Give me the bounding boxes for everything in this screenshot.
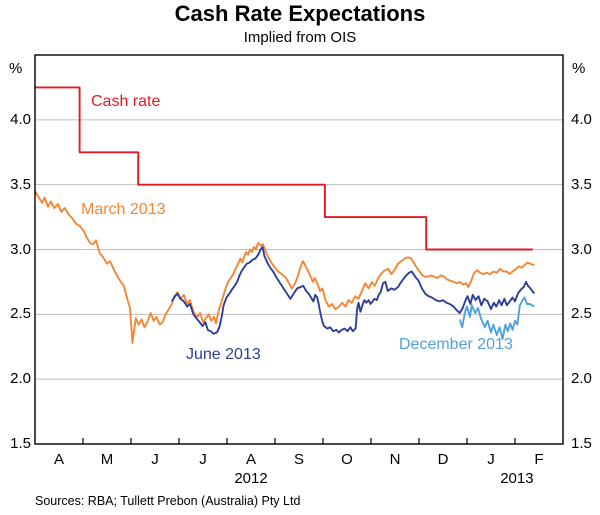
x-tick-label-month: J [151, 451, 159, 468]
source-note: Sources: RBA; Tullett Prebon (Australia)… [35, 494, 301, 508]
y-tick-label-right: 2.5 [571, 305, 592, 323]
x-tick-label-month: N [389, 451, 401, 468]
y-tick-label-right: 1.5 [571, 435, 592, 452]
series-label-june-2013: June 2013 [186, 346, 261, 363]
y-tick-label-right: 2.0 [571, 370, 592, 388]
x-tick-label-month: M [100, 451, 114, 468]
series-label-december-2013: December 2013 [399, 336, 513, 353]
x-tick-label-month: J [487, 451, 495, 468]
page-title: Cash Rate Expectations [174, 1, 426, 26]
y-tick-label-left: 3.5 [10, 175, 31, 193]
x-tick-label-year: 2012 [234, 470, 268, 487]
plot-border [34, 54, 564, 445]
series-label-cash-rate: Cash rate [91, 93, 161, 110]
y-tick-label-left: 1.5 [10, 435, 31, 452]
y-tick-label-right: 4.0 [571, 110, 592, 128]
y-tick-label-right: 3.0 [571, 240, 592, 258]
x-tick-label-month: O [341, 451, 353, 468]
y-axis-unit-right: % [572, 60, 586, 77]
x-tick-label-month: A [245, 451, 256, 468]
y-tick-label-left: 4.0 [10, 110, 31, 128]
series-line-march_2013 [34, 190, 535, 344]
y-tick-label-left: 3.0 [10, 240, 31, 258]
series-label-march-2013: March 2013 [81, 201, 166, 218]
series-line-june_2013 [171, 245, 535, 335]
x-tick-label-year: 2013 [500, 470, 534, 487]
y-tick-label-left: 2.0 [10, 370, 31, 388]
x-tick-label-month: F [534, 451, 544, 468]
y-axis-unit-left: % [9, 60, 23, 77]
series-line-cash_rate [35, 86, 533, 251]
chart-subtitle: Implied from OIS [243, 29, 357, 46]
x-tick-label-month: D [437, 451, 449, 468]
series-line-december_2013 [458, 296, 535, 340]
x-tick-label-month: J [199, 451, 207, 468]
y-tick-label-right: 3.5 [571, 175, 592, 193]
x-tick-label-month: S [293, 451, 304, 468]
y-tick-label-left: 2.5 [10, 305, 31, 323]
x-tick-label-month: A [53, 451, 64, 468]
